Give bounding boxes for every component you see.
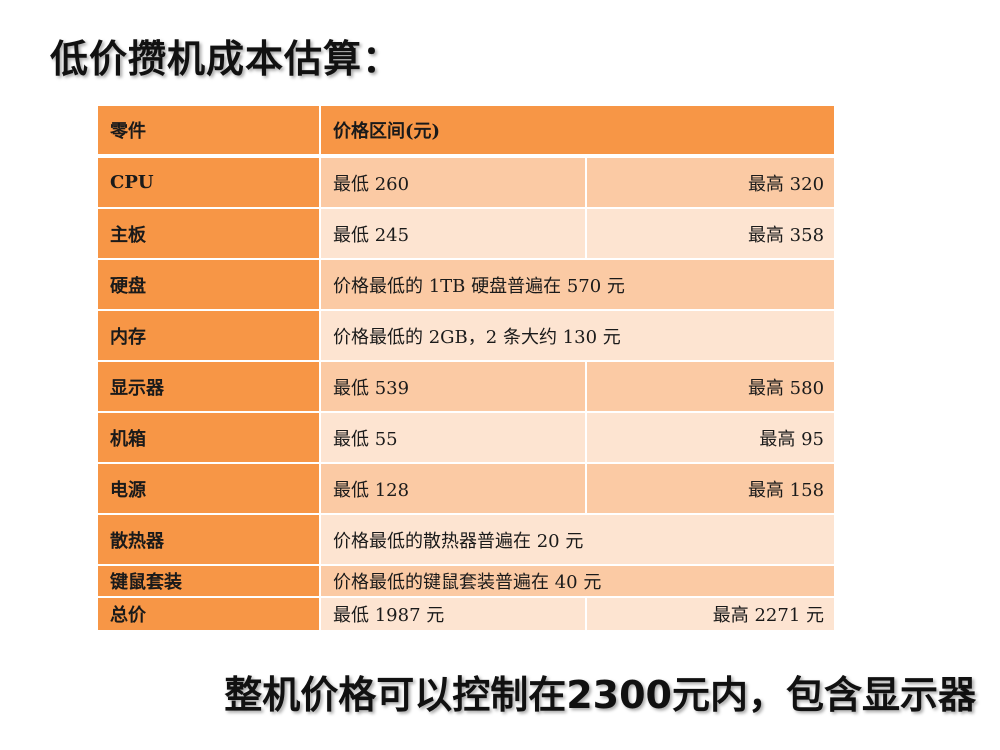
part-cell: 总价 <box>98 598 321 630</box>
table-row: CPU 最低 260 最高 320 <box>98 158 835 209</box>
table-row: 电源 最低 128 最高 158 <box>98 464 835 515</box>
price-note-cell: 价格最低的 1TB 硬盘普遍在 570 元 <box>321 260 835 311</box>
part-cell: 散热器 <box>98 515 321 566</box>
table-row: 内存 价格最低的 2GB，2 条大约 130 元 <box>98 311 835 362</box>
footer-note: 整机价格可以控制在2300元内，包含显示器 <box>224 673 976 717</box>
part-cell: 硬盘 <box>98 260 321 311</box>
table-row: 总价 最低 1987 元 最高 2271 元 <box>98 598 835 630</box>
table-row: 机箱 最低 55 最高 95 <box>98 413 835 464</box>
high-price-cell: 最高 320 <box>587 158 835 209</box>
part-cell: 键鼠套装 <box>98 566 321 598</box>
high-price-cell: 最高 580 <box>587 362 835 413</box>
table-row: 显示器 最低 539 最高 580 <box>98 362 835 413</box>
low-price-cell: 最低 55 <box>321 413 587 464</box>
part-cell: 内存 <box>98 311 321 362</box>
part-cell: CPU <box>98 158 321 209</box>
part-cell: 电源 <box>98 464 321 515</box>
page-title: 低价攒机成本估算： <box>50 37 402 81</box>
table-row: 键鼠套装 价格最低的键鼠套装普遍在 40 元 <box>98 566 835 598</box>
table-row: 主板 最低 245 最高 358 <box>98 209 835 260</box>
high-price-cell: 最高 358 <box>587 209 835 260</box>
part-cell: 显示器 <box>98 362 321 413</box>
high-price-cell: 最高 158 <box>587 464 835 515</box>
cost-table: 零件 价格区间(元) CPU 最低 260 最高 320 主板 最低 245 最… <box>98 106 835 630</box>
part-cell: 机箱 <box>98 413 321 464</box>
price-note-cell: 价格最低的散热器普遍在 20 元 <box>321 515 835 566</box>
header-price-range: 价格区间(元) <box>321 106 835 158</box>
price-note-cell: 价格最低的 2GB，2 条大约 130 元 <box>321 311 835 362</box>
header-part: 零件 <box>98 106 321 158</box>
low-price-cell: 最低 260 <box>321 158 587 209</box>
table-row: 硬盘 价格最低的 1TB 硬盘普遍在 570 元 <box>98 260 835 311</box>
low-price-cell: 最低 1987 元 <box>321 598 587 630</box>
high-price-cell: 最高 95 <box>587 413 835 464</box>
low-price-cell: 最低 245 <box>321 209 587 260</box>
low-price-cell: 最低 539 <box>321 362 587 413</box>
low-price-cell: 最低 128 <box>321 464 587 515</box>
part-cell: 主板 <box>98 209 321 260</box>
price-note-cell: 价格最低的键鼠套装普遍在 40 元 <box>321 566 835 598</box>
high-price-cell: 最高 2271 元 <box>587 598 835 630</box>
table-row: 散热器 价格最低的散热器普遍在 20 元 <box>98 515 835 566</box>
table-header-row: 零件 价格区间(元) <box>98 106 835 158</box>
